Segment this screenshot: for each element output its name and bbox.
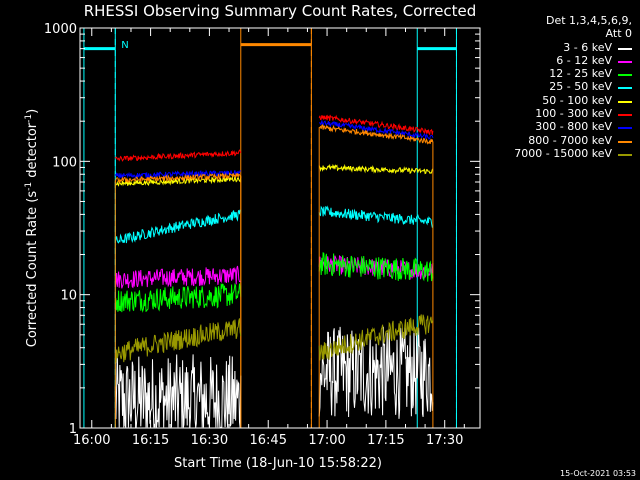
legend-swatch xyxy=(618,114,632,117)
legend-label: 12 - 25 keV xyxy=(549,67,612,81)
legend-swatch xyxy=(618,87,632,90)
legend-entry: 800 - 7000 keV xyxy=(486,134,636,147)
legend-swatch xyxy=(618,127,632,130)
legend-entry: 50 - 100 keV xyxy=(486,94,636,107)
series-trace xyxy=(114,175,242,187)
legend-label: 3 - 6 keV xyxy=(563,40,612,54)
x-axis-label: Start Time (18-Jun-10 15:58:22) xyxy=(174,456,382,471)
legend-label: 300 - 800 keV xyxy=(535,120,612,134)
legend-entry: 300 - 800 keV xyxy=(486,120,636,133)
x-tick-label: 17:15 xyxy=(367,433,404,448)
legend: Det 1,3,4,5,6,9, Att 0 3 - 6 keV 6 - 12 k… xyxy=(486,14,636,160)
legend-label: 7000 - 15000 keV xyxy=(514,146,612,160)
series-trace xyxy=(114,265,242,289)
legend-label: 50 - 100 keV xyxy=(542,93,612,107)
legend-entry: 100 - 300 keV xyxy=(486,107,636,120)
x-tick-label: 16:30 xyxy=(191,433,228,448)
legend-entry: 12 - 25 keV xyxy=(486,67,636,80)
generation-date: 15-Oct-2021 03:53 xyxy=(560,469,636,478)
legend-swatch xyxy=(618,100,632,103)
y-tick-label: 1 xyxy=(69,422,77,437)
series-trace xyxy=(114,318,242,364)
series-trace xyxy=(319,124,434,145)
series-trace xyxy=(114,149,242,162)
x-tick-label: 17:30 xyxy=(426,433,463,448)
series-trace xyxy=(318,326,434,419)
legend-swatch xyxy=(618,140,632,143)
series-8 xyxy=(114,314,434,364)
series-trace xyxy=(319,120,434,140)
series-trace xyxy=(318,205,433,228)
series-5 xyxy=(114,114,434,162)
series-trace xyxy=(318,163,434,175)
series-trace xyxy=(318,252,434,282)
series-lines xyxy=(114,114,434,428)
series-4 xyxy=(114,163,434,187)
legend-entry: 7000 - 15000 keV xyxy=(486,147,636,160)
series-trace xyxy=(114,172,242,185)
flag-label: N xyxy=(121,40,128,51)
y-axis-label: Corrected Count Rate (s-1 detector-1) xyxy=(24,109,40,347)
y-tick-label: 10 xyxy=(60,289,77,304)
instrument-flags: N xyxy=(83,28,457,428)
x-tick-label: 16:15 xyxy=(132,433,169,448)
legend-entry: 6 - 12 keV xyxy=(486,54,636,67)
legend-swatch xyxy=(618,47,632,50)
legend-swatch xyxy=(618,74,632,77)
series-2 xyxy=(114,252,434,313)
series-3 xyxy=(114,205,433,244)
legend-swatch xyxy=(618,60,632,63)
series-trace xyxy=(318,114,434,136)
series-trace xyxy=(114,209,242,244)
x-tick-label: 16:45 xyxy=(250,433,287,448)
series-trace xyxy=(114,282,242,313)
plot-frame xyxy=(79,27,481,429)
y-tick-label: 100 xyxy=(52,155,77,170)
chart-title: RHESSI Observing Summary Count Rates, Co… xyxy=(84,2,477,20)
legend-detectors: Det 1,3,4,5,6,9, xyxy=(545,14,632,27)
legend-label: 100 - 300 keV xyxy=(535,107,612,121)
legend-label: 25 - 50 keV xyxy=(549,80,612,94)
series-trace xyxy=(318,314,434,361)
x-tick-label: 17:00 xyxy=(308,433,345,448)
series-7 xyxy=(114,124,434,428)
axes: 16:00 16:15 16:30 16:45 17:00 17:15 17:30 1 10 10… xyxy=(44,22,480,448)
series-trace xyxy=(114,354,242,428)
legend-attenuator: Att 0 xyxy=(605,27,632,41)
legend-label: 800 - 7000 keV xyxy=(528,133,612,147)
series-trace xyxy=(114,169,241,180)
legend-swatch xyxy=(618,153,632,156)
y-tick-label: 1000 xyxy=(44,22,77,37)
legend-label: 6 - 12 keV xyxy=(556,53,612,67)
x-tick-label: 16:00 xyxy=(73,433,110,448)
series-6 xyxy=(114,120,434,180)
legend-entry: 25 - 50 keV xyxy=(486,80,636,93)
legend-entry: 3 - 6 keV xyxy=(486,41,636,54)
